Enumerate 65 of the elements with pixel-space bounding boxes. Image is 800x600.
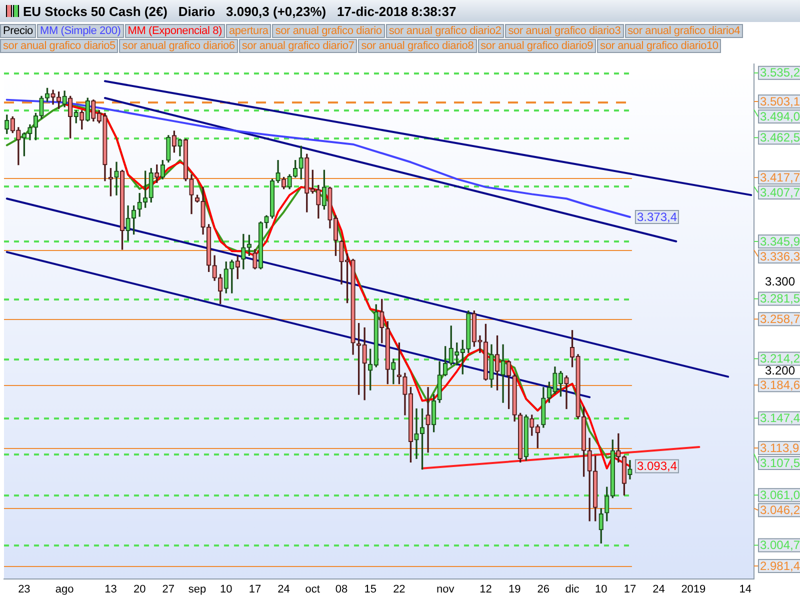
ref-line-label: 3.107,5 (760, 456, 800, 470)
x-tick-label: 08 (335, 583, 348, 596)
x-tick-label: ago (55, 583, 74, 596)
x-tick-label: sep (188, 583, 206, 596)
x-tick-label: 17 (624, 583, 636, 596)
y-tick-label: 3.200 (765, 364, 796, 378)
x-tick-label: 2019 (681, 583, 706, 596)
ref-line-label: 3.258,7 (760, 312, 800, 326)
ref-line-label: 3.184,6 (760, 378, 800, 392)
x-tick-label: 12 (480, 583, 492, 596)
ref-line-label: 3.281,5 (760, 292, 800, 306)
x-tick-label: 27 (162, 583, 175, 596)
ref-line-label: 3.214,2 (760, 352, 800, 366)
ref-line-label: 3.046,2 (760, 502, 800, 517)
text: sor anual grafico diario6 (119, 39, 238, 53)
ref-line-label: 3.147,4 (760, 411, 800, 425)
chart-subtitle: Diario 3.090,3 (+0,23%) 17-dic-2018 8:38:37 (178, 4, 456, 18)
text: sor anual grafico diario2 (386, 24, 504, 38)
x-tick-label: 26 (537, 583, 550, 596)
ref-line-label: 3.494,0 (760, 109, 800, 124)
text: MM (Exponencial 8) (124, 24, 225, 38)
ref-line-label: 3.061,0 (760, 488, 800, 502)
x-tick-label: 19 (508, 583, 521, 596)
ref-line-label: 3.407,7 (760, 185, 800, 200)
candlestick (426, 387, 430, 453)
ref-line-label: 3.503,1 (760, 94, 800, 108)
y-tick-label: 3.300 (765, 274, 796, 289)
text: sor anual grafico diario9 (478, 39, 596, 53)
text: sor anual grafico diario8 (358, 39, 477, 53)
candlestick (564, 375, 569, 410)
text: apertura (226, 24, 272, 38)
text: sor anual grafico diario (272, 24, 385, 38)
text: sor anual grafico diario3 (505, 24, 624, 38)
legend-label: Precio (0, 24, 36, 38)
x-tick-label: 15 (364, 583, 376, 596)
text: sor anual grafico diario7 (238, 39, 358, 53)
chart-title: EU Stocks 50 Cash (2€) (23, 4, 169, 18)
x-tick-label: 13 (104, 583, 117, 596)
text: sor anual grafico diario5 (0, 39, 118, 53)
ref-line-label: 3.462,5 (760, 130, 800, 144)
data-label: 3.093,4 (636, 459, 678, 474)
text: MM (Simple 200) (36, 24, 124, 38)
data-label: 3.373,4 (636, 210, 678, 224)
ref-line-label: 3.345,9 (760, 234, 800, 248)
candlestick (587, 438, 592, 522)
ref-line-label: 3.004,7 (760, 538, 800, 552)
x-tick-label: 14 (739, 583, 752, 596)
x-tick-label: oct (305, 583, 320, 596)
text: sor anual grafico diario4 (624, 24, 744, 38)
x-tick-label: 23 (18, 583, 30, 596)
ref-line-label: 3.336,3 (760, 249, 800, 264)
ref-line-label: 2.981,4 (760, 558, 800, 573)
x-tick-label: 17 (248, 583, 262, 596)
x-tick-label: 10 (594, 583, 608, 596)
x-tick-label: dic (565, 583, 580, 596)
ref-line-label: 3.535,2 (760, 66, 800, 80)
text: sor anual grafico diario10 (597, 39, 722, 53)
x-tick-label: 24 (652, 583, 665, 596)
ref-line-label: 3.417,7 (760, 170, 800, 184)
x-tick-label: nov (436, 583, 455, 596)
ref-line-label: 3.113,9 (760, 440, 800, 455)
x-tick-label: 10 (220, 583, 232, 596)
x-tick-label: 20 (133, 583, 146, 596)
x-tick-label: 22 (393, 583, 406, 596)
x-tick-label: 24 (278, 583, 290, 596)
